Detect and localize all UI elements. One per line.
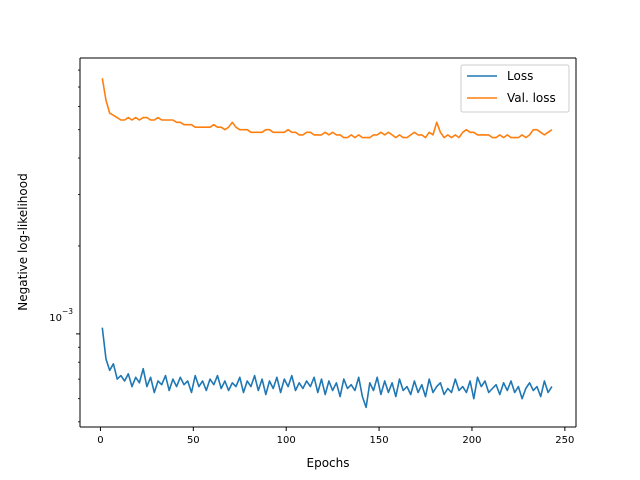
y-axis-label: Negative log-likelihood	[16, 173, 30, 310]
y-axis-ticks	[76, 69, 80, 423]
legend-label-val-loss: Val. loss	[507, 91, 556, 105]
plot-area	[80, 58, 576, 427]
y-tick-label-major: 10 −3	[49, 307, 73, 324]
legend: Loss Val. loss	[460, 64, 570, 113]
y-tick-label-base: 10	[49, 313, 62, 324]
x-axis-label: Epochs	[307, 456, 350, 470]
x-tick-label: 150	[370, 435, 389, 446]
x-tick-label: 200	[462, 435, 481, 446]
x-tick-label: 100	[277, 435, 296, 446]
series-layer	[101, 78, 553, 409]
axes-frame	[79, 57, 577, 428]
legend-label-loss: Loss	[507, 69, 533, 83]
y-tick-label-exponent: −3	[62, 307, 73, 316]
x-tick-label: 0	[97, 435, 103, 446]
x-axis-ticks: 0 50 100 150 200 250	[97, 427, 574, 446]
x-tick-label: 250	[555, 435, 574, 446]
series-line-loss	[101, 327, 553, 409]
x-tick-label: 50	[187, 435, 200, 446]
series-line-val-loss	[101, 78, 553, 139]
